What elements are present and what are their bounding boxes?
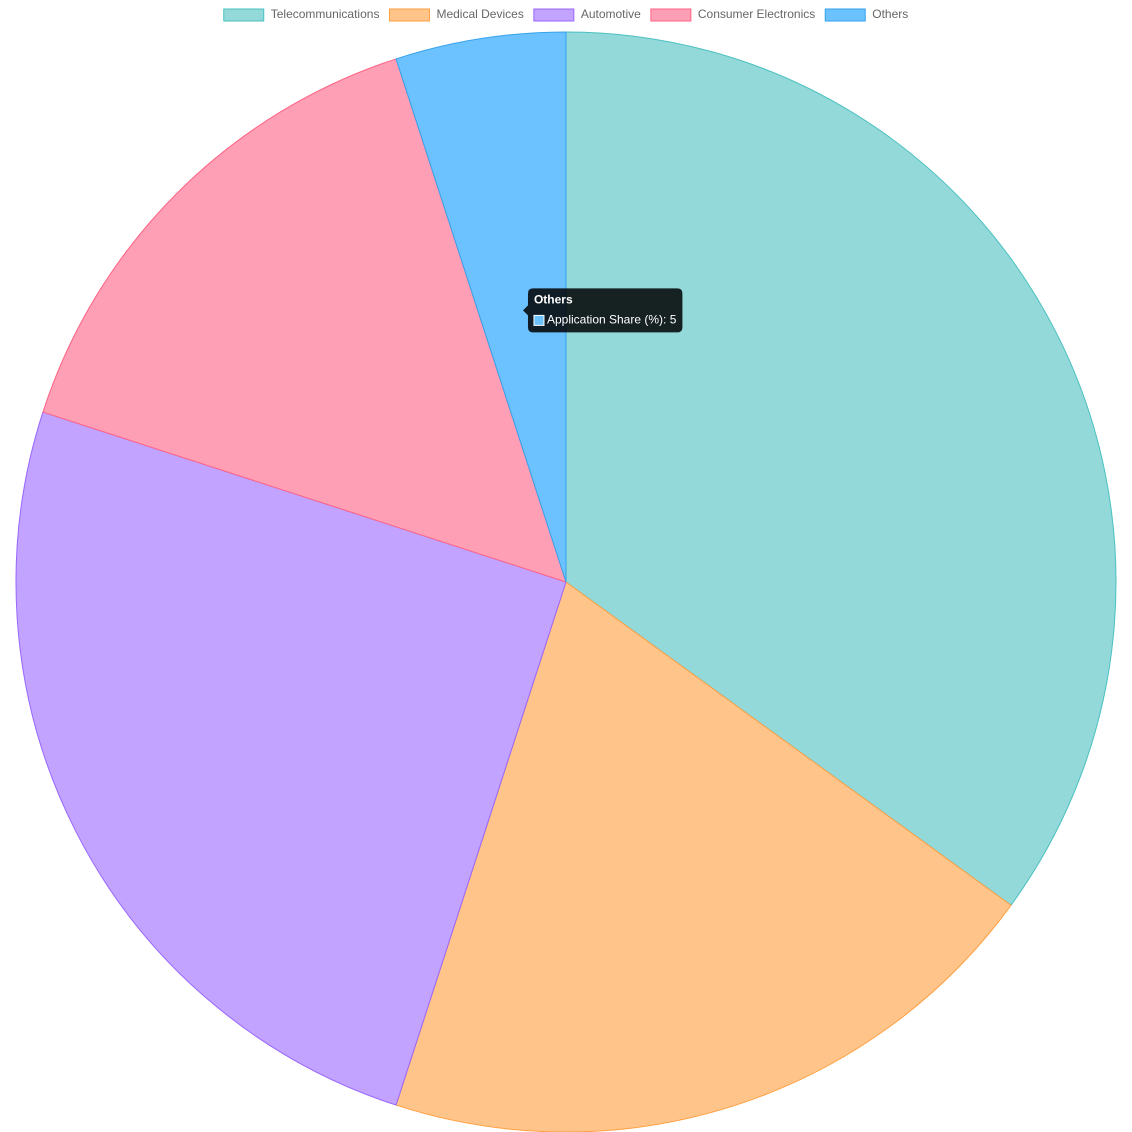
legend-label: Others xyxy=(872,7,908,21)
legend-swatch xyxy=(223,8,265,22)
pie-slice xyxy=(42,58,567,583)
legend-label: Consumer Electronics xyxy=(698,7,815,21)
pie-slice xyxy=(395,31,567,583)
pie-slice xyxy=(395,581,1012,1132)
tooltip-sep: : xyxy=(663,313,670,327)
pie-slice xyxy=(15,411,567,1106)
tooltip-value: 5 xyxy=(670,313,677,327)
pie-slice xyxy=(565,31,1117,906)
tooltip-line: Application Share (%): 5 xyxy=(547,313,677,327)
legend-swatch xyxy=(533,8,575,22)
tooltip: Others Application Share (%): 5 xyxy=(522,288,683,333)
legend-label: Telecommunications xyxy=(271,7,380,21)
tooltip-series: Application Share (%) xyxy=(547,313,663,327)
legend-label: Medical Devices xyxy=(436,7,523,21)
legend-label: Automotive xyxy=(581,7,641,21)
tooltip-swatch xyxy=(533,314,545,326)
tooltip-box xyxy=(522,288,683,333)
legend-swatch xyxy=(650,8,692,22)
legend: Telecommunications Medical Devices Automot… xyxy=(223,7,908,22)
legend-swatch xyxy=(388,8,430,22)
tooltip-title: Others xyxy=(534,293,573,307)
legend-swatch xyxy=(824,8,866,22)
